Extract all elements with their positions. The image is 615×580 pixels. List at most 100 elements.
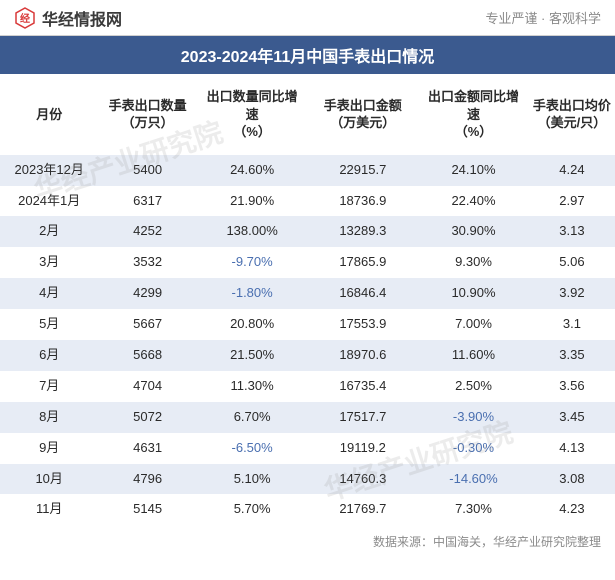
table-cell: 5145	[98, 494, 196, 525]
column-header: 月份	[0, 74, 98, 155]
column-header: 出口数量同比增速（%）	[197, 74, 308, 155]
table-cell: 24.10%	[418, 155, 529, 186]
table-row: 2月4252138.00%13289.330.90%3.13	[0, 216, 615, 247]
svg-text:经: 经	[20, 12, 30, 25]
table-cell: 9.30%	[418, 247, 529, 278]
table-cell: 7.00%	[418, 309, 529, 340]
table-cell: 17865.9	[307, 247, 418, 278]
table-cell: 2.97	[529, 186, 615, 217]
table-row: 9月4631-6.50%19119.2-0.30%4.13	[0, 433, 615, 464]
table-cell: 5668	[98, 340, 196, 371]
table-header-row: 月份手表出口数量（万只）出口数量同比增速（%）手表出口金额（万美元）出口金额同比…	[0, 74, 615, 155]
table-cell: 3.1	[529, 309, 615, 340]
table-cell: 10月	[0, 464, 98, 495]
table-cell: 2月	[0, 216, 98, 247]
export-table: 月份手表出口数量（万只）出口数量同比增速（%）手表出口金额（万美元）出口金额同比…	[0, 74, 615, 525]
table-cell: 17553.9	[307, 309, 418, 340]
table-cell: 6.70%	[197, 402, 308, 433]
table-cell: 4月	[0, 278, 98, 309]
table-cell: 24.60%	[197, 155, 308, 186]
table-cell: 22.40%	[418, 186, 529, 217]
table-cell: 2023年12月	[0, 155, 98, 186]
table-cell: 5400	[98, 155, 196, 186]
table-cell: -3.90%	[418, 402, 529, 433]
table-cell: 11.60%	[418, 340, 529, 371]
column-header: 手表出口数量（万只）	[98, 74, 196, 155]
table-cell: 9月	[0, 433, 98, 464]
table-cell: -0.30%	[418, 433, 529, 464]
brand-name: 华经情报网	[42, 6, 122, 30]
table-cell: 5月	[0, 309, 98, 340]
table-row: 8月50726.70%17517.7-3.90%3.45	[0, 402, 615, 433]
table-cell: -9.70%	[197, 247, 308, 278]
table-row: 6月566821.50%18970.611.60%3.35	[0, 340, 615, 371]
brand-logo-icon: 经	[14, 7, 36, 29]
table-cell: 4704	[98, 371, 196, 402]
table-cell: 5072	[98, 402, 196, 433]
table-cell: 6317	[98, 186, 196, 217]
table-cell: 4631	[98, 433, 196, 464]
table-row: 2023年12月540024.60%22915.724.10%4.24	[0, 155, 615, 186]
table-row: 5月566720.80%17553.97.00%3.1	[0, 309, 615, 340]
table-cell: 16735.4	[307, 371, 418, 402]
table-cell: 2024年1月	[0, 186, 98, 217]
table-cell: 4.23	[529, 494, 615, 525]
table-row: 7月470411.30%16735.42.50%3.56	[0, 371, 615, 402]
table-cell: 4796	[98, 464, 196, 495]
table-cell: -1.80%	[197, 278, 308, 309]
table-cell: 3.13	[529, 216, 615, 247]
table-cell: 16846.4	[307, 278, 418, 309]
table-cell: 22915.7	[307, 155, 418, 186]
table-cell: 13289.3	[307, 216, 418, 247]
table-cell: 3.35	[529, 340, 615, 371]
table-row: 4月4299-1.80%16846.410.90%3.92	[0, 278, 615, 309]
table-cell: 21.50%	[197, 340, 308, 371]
brand-block: 经 华经情报网	[14, 6, 122, 30]
table-cell: 6月	[0, 340, 98, 371]
table-row: 11月51455.70%21769.77.30%4.23	[0, 494, 615, 525]
table-cell: 10.90%	[418, 278, 529, 309]
column-header: 手表出口金额（万美元）	[307, 74, 418, 155]
table-cell: 4.24	[529, 155, 615, 186]
table-cell: 3月	[0, 247, 98, 278]
table-cell: 3.92	[529, 278, 615, 309]
chart-title: 2023-2024年11月中国手表出口情况	[0, 36, 615, 74]
table-cell: 3.45	[529, 402, 615, 433]
table-cell: 18970.6	[307, 340, 418, 371]
table-cell: 8月	[0, 402, 98, 433]
table-cell: 2.50%	[418, 371, 529, 402]
column-header: 手表出口均价（美元/只）	[529, 74, 615, 155]
table-cell: 4.13	[529, 433, 615, 464]
table-cell: 3.56	[529, 371, 615, 402]
table-cell: 17517.7	[307, 402, 418, 433]
table-cell: -6.50%	[197, 433, 308, 464]
table-cell: 3.08	[529, 464, 615, 495]
table-cell: 5.06	[529, 247, 615, 278]
table-cell: 138.00%	[197, 216, 308, 247]
table-cell: 7.30%	[418, 494, 529, 525]
table-cell: 5.10%	[197, 464, 308, 495]
table-cell: 4252	[98, 216, 196, 247]
page-header: 经 华经情报网 专业严谨 · 客观科学	[0, 0, 615, 36]
table-cell: 5667	[98, 309, 196, 340]
table-cell: 3532	[98, 247, 196, 278]
table-cell: 21.90%	[197, 186, 308, 217]
table-cell: -14.60%	[418, 464, 529, 495]
table-cell: 30.90%	[418, 216, 529, 247]
export-table-container: 月份手表出口数量（万只）出口数量同比增速（%）手表出口金额（万美元）出口金额同比…	[0, 74, 615, 525]
table-cell: 21769.7	[307, 494, 418, 525]
table-cell: 18736.9	[307, 186, 418, 217]
table-row: 2024年1月631721.90%18736.922.40%2.97	[0, 186, 615, 217]
table-cell: 4299	[98, 278, 196, 309]
table-row: 3月3532-9.70%17865.99.30%5.06	[0, 247, 615, 278]
table-cell: 20.80%	[197, 309, 308, 340]
column-header: 出口金额同比增速（%）	[418, 74, 529, 155]
table-cell: 19119.2	[307, 433, 418, 464]
header-tagline: 专业严谨 · 客观科学	[485, 8, 601, 27]
table-cell: 14760.3	[307, 464, 418, 495]
table-cell: 7月	[0, 371, 98, 402]
table-cell: 11.30%	[197, 371, 308, 402]
table-row: 10月47965.10%14760.3-14.60%3.08	[0, 464, 615, 495]
table-cell: 5.70%	[197, 494, 308, 525]
data-source-line: 数据来源：中国海关，华经产业研究院整理	[0, 525, 615, 550]
